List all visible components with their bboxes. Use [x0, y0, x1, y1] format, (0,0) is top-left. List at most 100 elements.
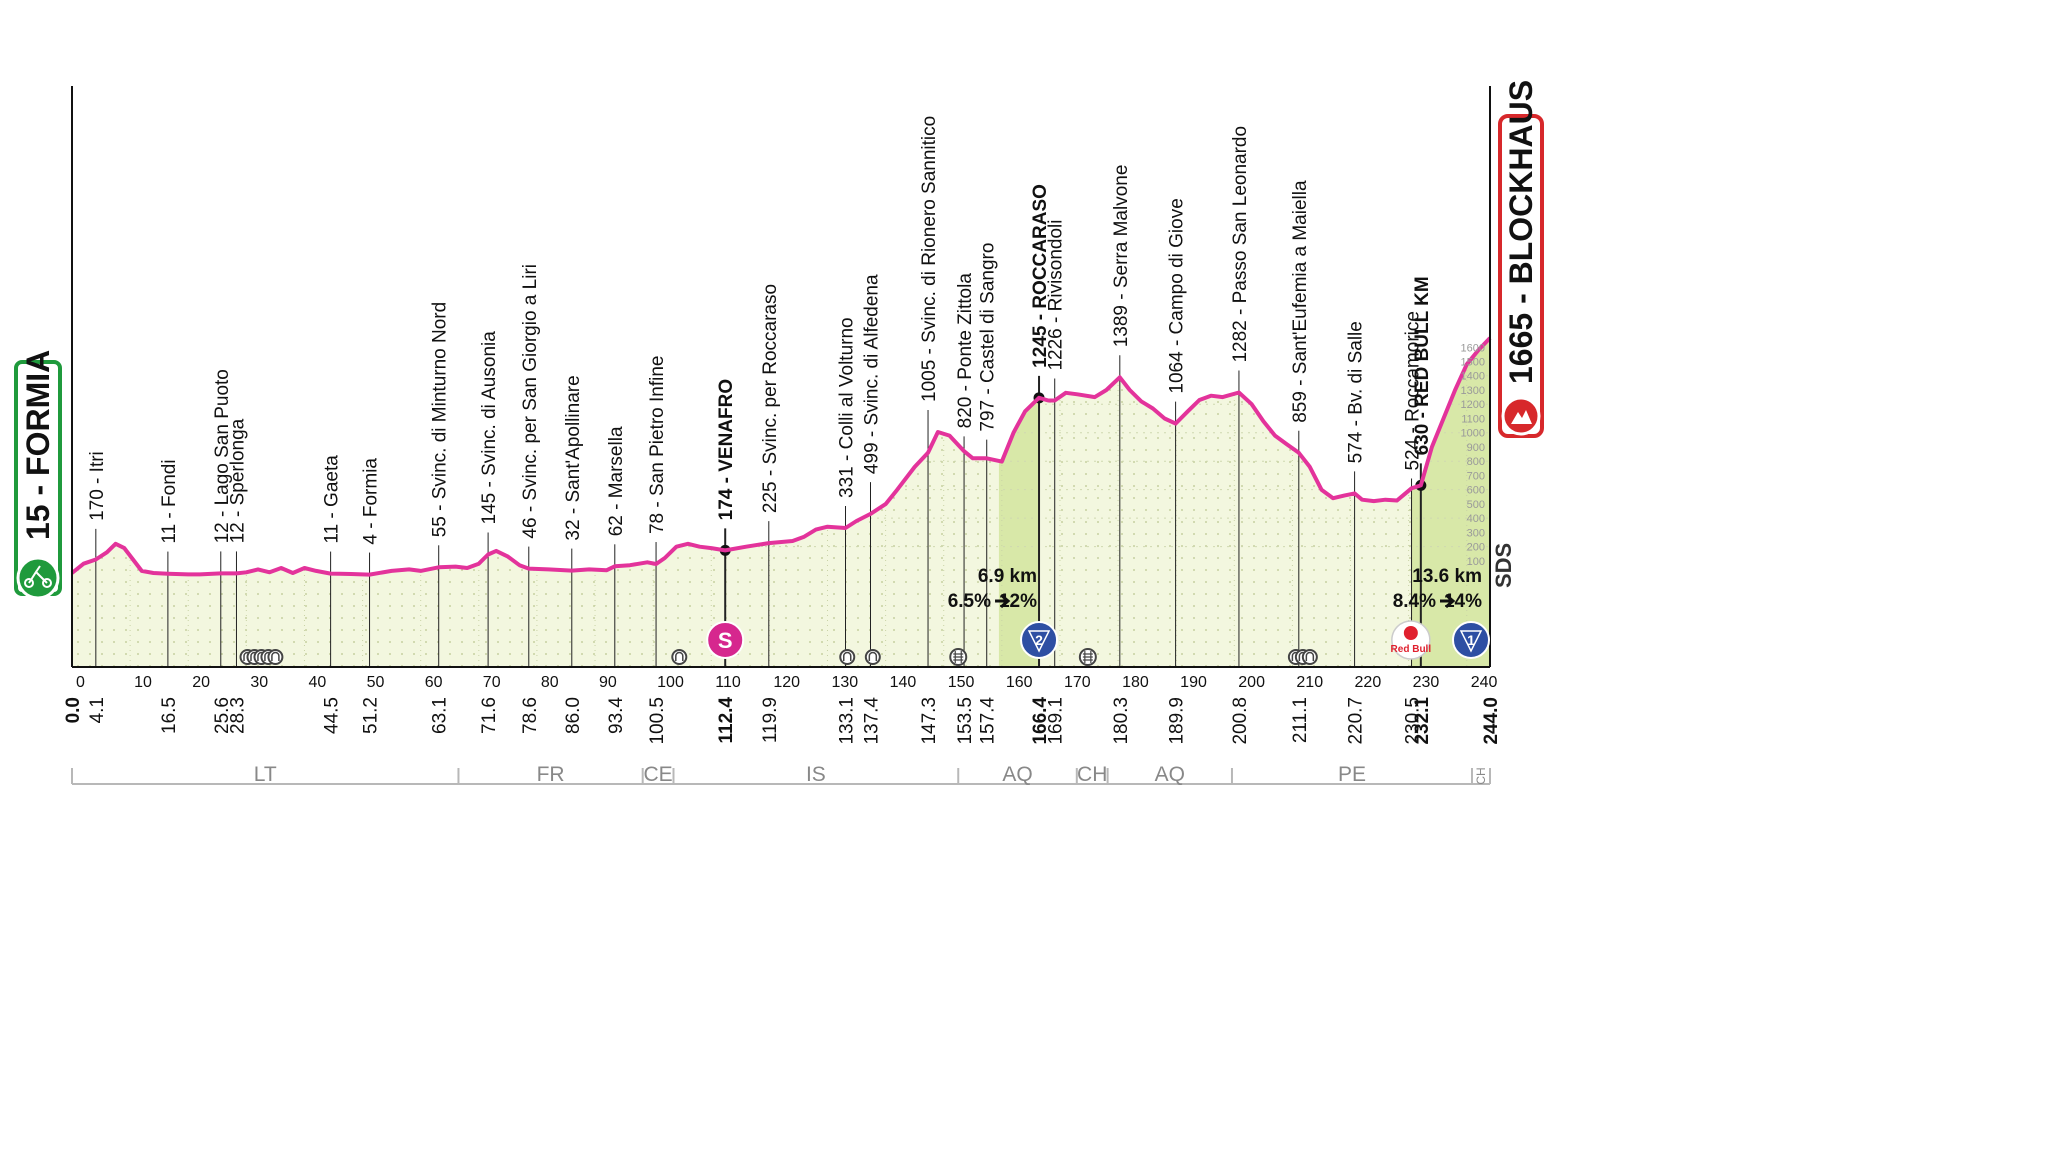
sds-label: SDS — [1491, 543, 1516, 588]
point-km-label: 133.1 — [837, 697, 858, 745]
x-tick-label: 170 — [1064, 674, 1091, 691]
point-labels: 0.0 170 - Itri 4.1 11 - Fondi 16.5 12 - Lago … — [63, 116, 1502, 745]
point-label: 32 - Sant'Apollinare — [563, 375, 584, 540]
region-label: PE — [1338, 763, 1366, 786]
point-label: 4 - Formia — [361, 458, 382, 545]
altitude-scale-label: 1500 — [1461, 357, 1485, 369]
altitude-scale-label: 500 — [1467, 499, 1485, 511]
point-km-label: 112.4 — [716, 697, 737, 744]
point-label: 1005 - Svinc. di Rionero Sannitico — [919, 116, 940, 402]
point-km-label: 230.5 — [1403, 697, 1424, 745]
point-label: 499 - Svinc. di Alfedena — [861, 274, 882, 474]
x-tick-label: 140 — [890, 674, 917, 691]
tunnel-icon-arch — [843, 651, 852, 661]
x-tick-label: 0 — [76, 674, 85, 691]
altitude-scale-label: 200 — [1467, 542, 1485, 554]
point-km-label: 147.3 — [919, 697, 940, 745]
kom-triangle — [1027, 630, 1051, 653]
point-label: 78 - San Pietro Infine — [647, 356, 668, 535]
point-label: 1064 - Campo di Giove — [1167, 198, 1188, 393]
x-tick-label: 160 — [1006, 674, 1033, 691]
point-km-label: 153.5 — [955, 697, 976, 745]
finish-mountain-icon — [1501, 396, 1541, 436]
x-tick-label: 200 — [1238, 674, 1265, 691]
point-km-label: 28.3 — [227, 697, 248, 734]
point-km-label: 119.9 — [760, 697, 781, 743]
point-label: 1226 - Rivisondoli — [1046, 219, 1067, 370]
altitude-scale-label: 1300 — [1461, 385, 1485, 397]
point-label: 11 - Fondi — [159, 459, 180, 543]
x-tick-label: 70 — [483, 674, 501, 691]
x-tick-label: 120 — [773, 674, 800, 691]
point-km-label: 232.1 — [1412, 697, 1433, 745]
point-km-label: 100.5 — [647, 697, 668, 745]
point-label: 46 - Svinc. per San Giorgio a Liri — [520, 264, 541, 539]
point-km-label: 137.4 — [861, 697, 882, 745]
point-km-label: 189.9 — [1167, 697, 1188, 745]
tunnel-icon-arch — [1305, 651, 1315, 661]
point-km-label: 4.1 — [87, 697, 108, 723]
climb-max-gradient: 14% — [1444, 591, 1482, 612]
x-tick-label: 240 — [1471, 674, 1498, 691]
point-label: 859 - Sant'Eufemia a Maiella — [1290, 180, 1311, 423]
profile-fill-layer — [72, 338, 1490, 667]
climb-avg-gradient: 6.5% — [948, 591, 991, 612]
altitude-scale-label: 300 — [1467, 527, 1485, 539]
point-km-label: 244.0 — [1481, 697, 1502, 745]
x-tick-label: 180 — [1122, 674, 1149, 691]
x-tick-label: 90 — [599, 674, 617, 691]
sponsor-badge-label: Red Bull — [1391, 644, 1432, 655]
sprint-icon-label: S — [718, 628, 733, 653]
point-km-label: 93.4 — [606, 697, 627, 734]
course-markers: S 2 6.9 km 6.5% 12% 1 13.6 km 8.4% 14% Red Bull SD… — [239, 543, 1516, 666]
railway-icon-tracks — [953, 651, 964, 663]
point-label: 11 - Gaeta — [322, 455, 343, 544]
climb-length: 13.6 km — [1412, 566, 1482, 587]
point-label: 145 - Svinc. di Ausonia — [479, 331, 500, 525]
kom-triangle — [1459, 630, 1483, 653]
profile-area-texture — [72, 338, 1490, 667]
altitude-scale-label: 600 — [1467, 485, 1485, 497]
altitude-scale-label: 1400 — [1461, 371, 1485, 383]
region-label: IS — [806, 763, 826, 786]
tunnel-icon-arch — [868, 651, 878, 661]
start-finish-badges: 15 - FORMIA 1665 - BLOCKHAUS — [14, 80, 1544, 600]
point-label: 1245 - ROCCARASO — [1030, 184, 1051, 368]
point-km-label: 16.5 — [159, 697, 180, 734]
region-bar: LT FR CE IS AQ CH AQ PE CH — [71, 763, 1491, 786]
kom-category-label: 1 — [1467, 632, 1475, 648]
point-km-label: 169.1 — [1046, 697, 1067, 745]
point-km-label: 71.6 — [479, 697, 500, 734]
point-km-label: 63.1 — [430, 697, 451, 734]
profile-line-layer — [70, 336, 1492, 577]
profile-line — [70, 336, 1492, 577]
x-tick-label: 20 — [192, 674, 210, 691]
point-label: 1282 - Passo San Leonardo — [1230, 126, 1251, 363]
finish-mountain-icon-glyph — [1511, 410, 1532, 424]
x-tick-label: 10 — [134, 674, 152, 691]
altitude-scale-label: 700 — [1467, 470, 1485, 482]
point-label: 630 - RED BULL KM — [1412, 276, 1433, 455]
altitude-scale-label: 800 — [1467, 456, 1485, 468]
point-km-label: 220.7 — [1346, 697, 1367, 745]
x-tick-label: 130 — [831, 674, 858, 691]
point-km-label: 200.8 — [1230, 697, 1251, 745]
region-label: AQ — [1002, 763, 1032, 786]
x-tick-label: 50 — [367, 674, 385, 691]
x-tick-label: 220 — [1355, 674, 1382, 691]
tunnel-icon-arch — [675, 651, 684, 661]
point-label: 174 - VENAFRO — [716, 379, 737, 520]
altitude-scale-label: 100 — [1467, 556, 1485, 568]
x-tick-label: 100 — [657, 674, 684, 691]
start-badge-label: 15 - FORMIA — [20, 350, 56, 540]
start-cyclist-icon — [16, 556, 60, 600]
point-label: 331 - Colli al Volturno — [837, 317, 858, 498]
altitude-scale-label: 1000 — [1461, 428, 1485, 440]
point-km-label: 211.1 — [1290, 697, 1311, 743]
point-label: 524 - Roccamorice — [1403, 311, 1424, 470]
point-label: 12 - Lago San Puoto — [212, 369, 233, 543]
climb-avg-gradient: 8.4% — [1393, 591, 1436, 612]
point-km-label: 44.5 — [322, 697, 343, 734]
start-cyclist-icon-glyph — [24, 565, 53, 588]
